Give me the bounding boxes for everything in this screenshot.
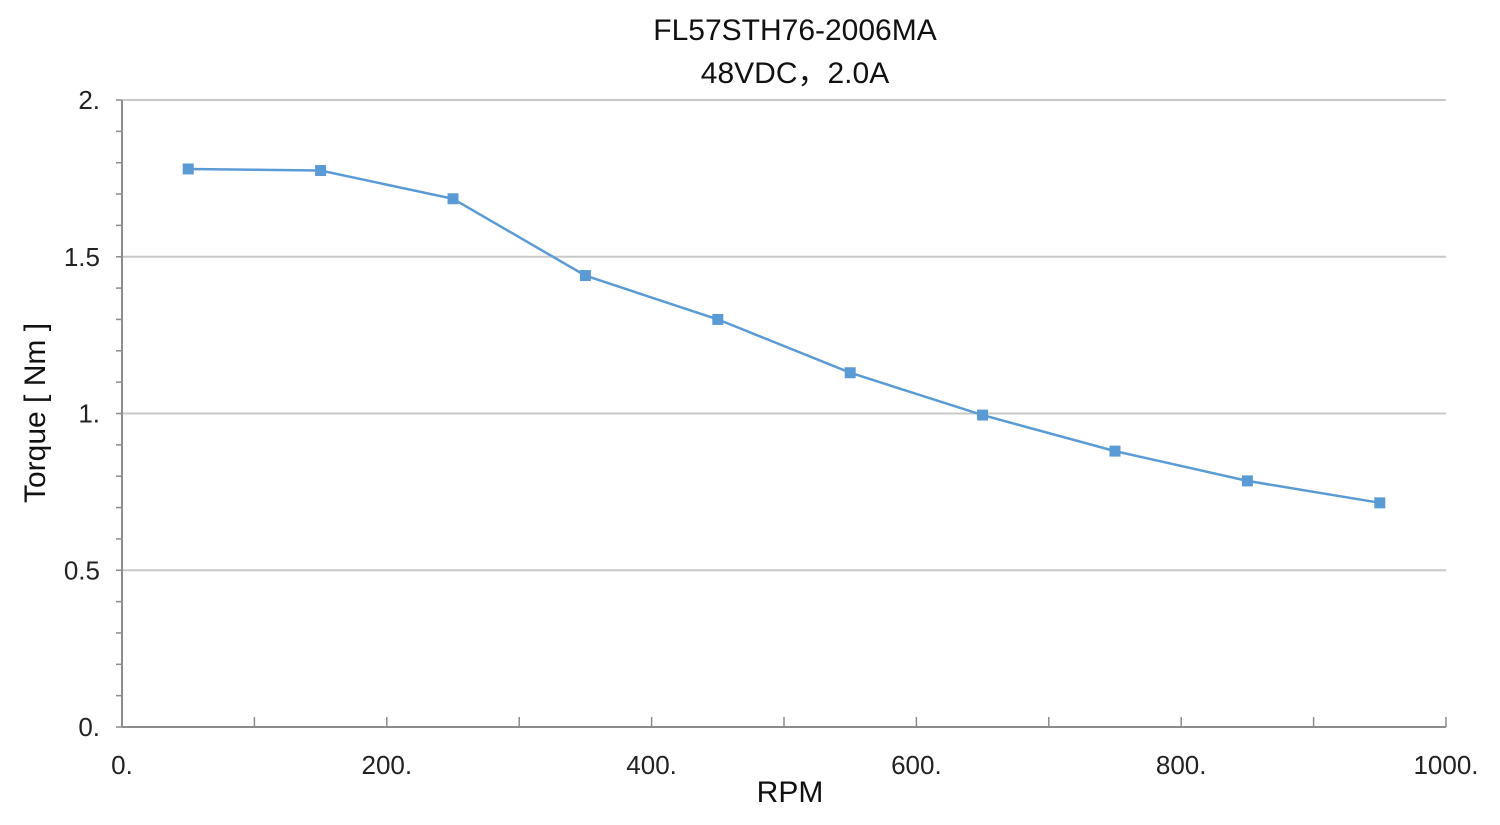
data-series xyxy=(182,163,1386,509)
x-tick-label: 0. xyxy=(111,750,133,780)
series-line xyxy=(188,167,1381,505)
x-tick-label: 600. xyxy=(891,750,942,780)
tick-labels: 0. 0.5 1. 1.5 2. 0. 200. 400. 600. 800. 1000. xyxy=(64,85,1479,780)
chart-subtitle: 48VDC，2.0A xyxy=(701,57,889,90)
tick-marks xyxy=(116,99,1447,728)
data-point-marker xyxy=(1109,445,1121,457)
chart-title: FL57STH76-2006MA xyxy=(653,14,936,47)
x-tick-label: 400. xyxy=(626,750,677,780)
data-point-marker xyxy=(712,313,724,325)
data-point-marker xyxy=(315,165,327,177)
x-tick-label: 800. xyxy=(1156,750,1207,780)
data-point-marker xyxy=(1241,475,1253,487)
data-point-marker xyxy=(182,163,194,175)
data-point-marker xyxy=(447,193,459,205)
y-axis-title: Torque [ Nm ] xyxy=(19,323,52,503)
y-tick-label: 0. xyxy=(78,712,100,742)
y-tick-label: 2. xyxy=(78,85,100,115)
x-tick-label: 200. xyxy=(361,750,412,780)
x-axis-title: RPM xyxy=(757,776,824,809)
data-point-marker xyxy=(579,270,591,282)
data-point-marker xyxy=(844,367,856,379)
y-tick-label: 0.5 xyxy=(64,555,100,585)
data-point-marker xyxy=(1374,497,1386,509)
y-tick-label: 1.5 xyxy=(64,242,100,272)
y-tick-label: 1. xyxy=(78,399,100,429)
x-tick-label: 1000. xyxy=(1413,750,1478,780)
grid-lines xyxy=(122,99,1446,572)
data-point-marker xyxy=(977,409,989,421)
